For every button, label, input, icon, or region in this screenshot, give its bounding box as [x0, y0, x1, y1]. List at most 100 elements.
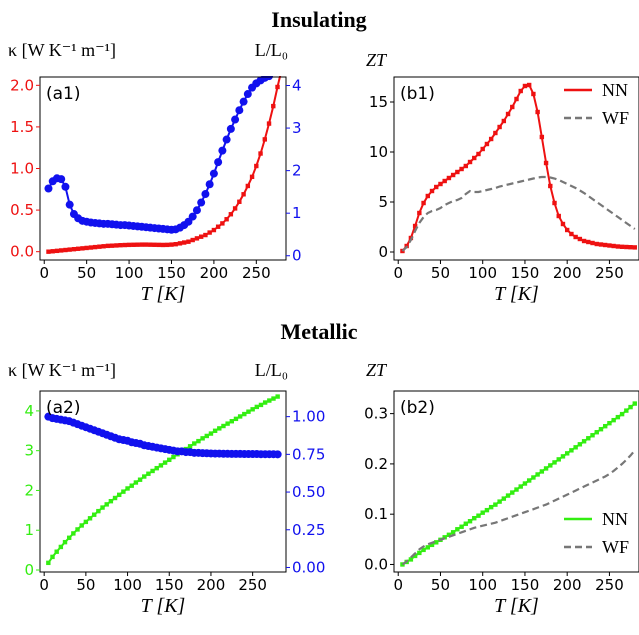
y-tick-label-a1-2: 1.0	[10, 160, 34, 178]
marker-a1-1-47	[243, 90, 252, 99]
marker-a1-0-2	[54, 248, 60, 254]
marker-b2-0-28	[518, 484, 523, 489]
panel-label-b1: (b1)	[400, 84, 435, 104]
marker-b2-0-39	[564, 451, 570, 456]
y-right-tick-label-a2-0: 0.00	[292, 558, 325, 576]
marker-a1-0-25	[152, 242, 157, 247]
marker-a1-0-47	[245, 183, 251, 189]
marker-b1-0-51	[615, 244, 621, 249]
marker-a1-1-43	[226, 124, 235, 133]
marker-a1-0-5	[67, 247, 72, 252]
marker-b2-0-42	[577, 442, 583, 447]
marker-a2-0-42	[221, 423, 226, 429]
marker-b1-0-43	[581, 238, 587, 244]
y-tick-label-b2-2: 0.2	[364, 455, 388, 473]
marker-b1-0-38	[560, 221, 566, 227]
y-axis-label-b2: ZT	[366, 360, 388, 380]
marker-a1-0-27	[160, 242, 166, 248]
marker-a1-0-32	[182, 240, 187, 245]
marker-b1-0-31	[531, 91, 536, 97]
marker-a2-0-22	[137, 477, 143, 482]
marker-a2-0-1	[50, 554, 55, 560]
marker-a1-0-1	[50, 249, 55, 254]
y-tick-label-a1-1: 0.5	[10, 201, 34, 219]
x-tick-label-b2-3: 150	[511, 576, 540, 594]
marker-b1-0-21	[488, 136, 494, 142]
marker-a2-0-46	[237, 414, 243, 419]
marker-a2-0-16	[112, 495, 118, 501]
y-tick-label-a2-1: 1	[24, 521, 34, 539]
marker-a1-0-33	[186, 239, 191, 244]
marker-a2-0-21	[133, 480, 139, 485]
marker-a2-0-25	[150, 468, 155, 474]
marker-b2-0-21	[488, 504, 494, 510]
marker-a1-0-14	[105, 243, 111, 249]
marker-b1-0-49	[607, 243, 612, 248]
marker-a1-1-36	[197, 198, 206, 207]
marker-a2-0-11	[92, 512, 97, 517]
marker-a1-0-37	[203, 232, 208, 238]
marker-a2-0-45	[233, 416, 239, 422]
marker-b2-0-37	[556, 457, 561, 462]
marker-a1-0-44	[232, 206, 238, 211]
marker-a1-1-45	[235, 106, 244, 115]
marker-a1-0-21	[135, 242, 140, 247]
x-tick-label-a2-5: 250	[238, 576, 267, 594]
marker-a1-0-17	[118, 242, 123, 248]
y-tick-label-b2-0: 0.0	[364, 555, 388, 573]
y-axis-label-a1: κ [W K⁻¹ m⁻¹]	[8, 40, 116, 60]
y-tick-label-a2-4: 4	[24, 402, 34, 420]
marker-b1-0-9	[438, 181, 443, 187]
marker-a1-0-0	[46, 249, 51, 254]
marker-a2-0-0	[46, 560, 51, 566]
marker-a2-0-51	[258, 402, 264, 408]
panel-label-b2: (b2)	[400, 398, 435, 418]
marker-b1-0-28	[518, 88, 523, 94]
marker-b1-0-48	[603, 242, 608, 248]
marker-b1-0-26	[510, 104, 515, 110]
marker-b1-0-6	[425, 193, 430, 199]
marker-b2-0-36	[552, 460, 557, 465]
marker-b2-0-38	[560, 454, 566, 459]
marker-a2-0-28	[162, 460, 168, 465]
marker-a2-0-8	[79, 523, 84, 528]
x-tick-label-b1-5: 250	[595, 264, 624, 282]
y-right-tick-label-a1-3: 3	[292, 119, 302, 137]
marker-a1-1-46	[239, 97, 248, 106]
series-line-b1-WF	[401, 175, 636, 252]
marker-a1-1-0	[44, 184, 53, 193]
marker-b1-0-11	[446, 175, 452, 181]
marker-b2-0-47	[598, 427, 604, 432]
marker-a1-0-24	[148, 242, 153, 247]
plot-frame-b2	[393, 390, 639, 573]
y-right-tick-label-a1-4: 4	[292, 77, 302, 95]
marker-a2-0-38	[204, 433, 209, 439]
marker-a1-1-35	[192, 206, 201, 215]
y-right-tick-label-a2-2: 0.50	[292, 483, 325, 501]
marker-b1-0-36	[552, 200, 557, 206]
series-b1-0	[400, 82, 637, 254]
marker-a2-0-39	[208, 431, 214, 436]
marker-b1-0-23	[497, 124, 502, 130]
marker-a1-0-52	[266, 121, 272, 126]
marker-b1-0-7	[429, 188, 435, 194]
marker-b1-0-32	[535, 109, 540, 115]
panel-label-a1: (a1)	[46, 84, 81, 104]
marker-a1-0-41	[220, 221, 225, 226]
marker-a2-0-10	[87, 516, 93, 521]
marker-b1-0-54	[628, 245, 633, 250]
marker-a1-0-53	[271, 103, 276, 109]
marker-b2-0-26	[510, 490, 515, 495]
y-axis-label-b1: ZT	[366, 50, 388, 70]
marker-b1-0-25	[505, 111, 511, 117]
series-b2-1	[401, 449, 636, 566]
marker-b1-0-8	[434, 184, 439, 190]
marker-a2-0-14	[104, 502, 109, 507]
marker-b2-0-8	[434, 540, 439, 545]
marker-b2-0-14	[459, 524, 464, 529]
marker-b2-0-40	[569, 448, 574, 453]
marker-a2-0-7	[75, 527, 80, 532]
marker-a2-0-50	[254, 404, 260, 410]
marker-a1-0-12	[97, 244, 102, 249]
marker-a1-0-11	[92, 244, 98, 250]
